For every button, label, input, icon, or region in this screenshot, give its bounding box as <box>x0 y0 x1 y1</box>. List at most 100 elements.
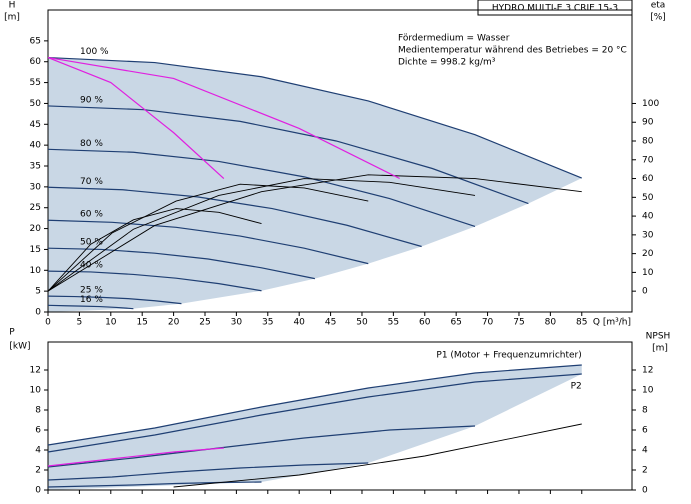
curve <box>47 425 476 468</box>
chart-title: HYDRO MULTI-E 3 CRIE 15-3 <box>492 4 618 14</box>
y-tick-label: 0 <box>35 486 41 496</box>
title-box <box>477 0 633 16</box>
curve <box>47 270 262 292</box>
y2-tick-label: 100 <box>642 99 659 109</box>
x-tick-label: 85 <box>576 318 587 328</box>
x-tick-label: 75 <box>513 318 524 328</box>
x-tick-label: 0 <box>45 318 51 328</box>
y-label: P <box>9 328 15 338</box>
y2-tick-label: 80 <box>642 137 654 147</box>
y-tick-label: 15 <box>30 245 41 255</box>
y2-unit: [m] <box>652 344 668 354</box>
y2-tick-label: 20 <box>642 249 654 259</box>
annotation: Dichte = 998.2 kg/m³ <box>398 58 496 68</box>
x-tick-label: 70 <box>482 318 494 328</box>
y-tick-label: 55 <box>30 78 41 88</box>
curve <box>47 208 262 292</box>
y-tick-label: 20 <box>30 224 42 234</box>
curve <box>47 186 422 248</box>
y2-tick-label: 4 <box>642 446 648 456</box>
y-tick-label: 0 <box>35 308 41 318</box>
curve-label: 90 % <box>80 95 103 105</box>
curve <box>47 178 476 292</box>
y2-tick-label: 0 <box>642 287 648 297</box>
y2-tick-label: 50 <box>642 193 654 203</box>
y2-tick-label: 90 <box>642 118 654 128</box>
curve <box>173 423 582 488</box>
plot-frame <box>47 341 633 491</box>
y2-tick-label: 10 <box>642 268 654 278</box>
x-tick-label: 80 <box>545 318 557 328</box>
y2-label: NPSH <box>646 332 671 342</box>
curve <box>47 462 369 481</box>
curve-label: P2 <box>571 382 582 392</box>
x-tick-label: 30 <box>231 318 243 328</box>
curve-label: 16 % <box>80 295 103 305</box>
x-tick-label: 25 <box>199 318 210 328</box>
y-label: H <box>9 1 16 11</box>
y-tick-label: 65 <box>30 36 41 46</box>
x-tick-label: 55 <box>388 318 399 328</box>
curve-label: 60 % <box>80 210 103 220</box>
y-tick-label: 25 <box>30 203 41 213</box>
curve-label: 40 % <box>80 261 103 271</box>
x-tick-label: 10 <box>105 318 117 328</box>
curve <box>47 295 182 305</box>
x-tick-label: 65 <box>450 318 461 328</box>
y2-tick-label: 2 <box>642 466 648 476</box>
y-tick-label: 40 <box>30 141 42 151</box>
x-tick-label: 60 <box>419 318 431 328</box>
y-tick-label: 4 <box>35 446 41 456</box>
curve-label: 100 % <box>80 47 109 57</box>
y2-label: eta <box>651 1 666 11</box>
y2-tick-label: 8 <box>642 406 648 416</box>
curve <box>47 56 582 179</box>
curve <box>47 105 529 205</box>
curve <box>47 174 582 292</box>
curve <box>47 304 134 310</box>
x-tick-label: 35 <box>262 318 273 328</box>
y-tick-label: 60 <box>30 57 42 67</box>
curve <box>47 447 224 467</box>
curve <box>47 148 476 228</box>
operating-area <box>48 365 582 490</box>
curve-label: 70 % <box>80 177 103 187</box>
y-tick-label: 6 <box>35 426 41 436</box>
y2-tick-label: 30 <box>642 230 654 240</box>
y-unit: [kW] <box>9 342 30 352</box>
x-tick-label: 15 <box>136 318 147 328</box>
curve <box>47 364 582 446</box>
y2-tick-label: 12 <box>642 366 653 376</box>
annotation: Fördermedium = Wasser <box>398 34 510 44</box>
y2-tick-label: 0 <box>642 486 648 496</box>
y2-tick-label: 10 <box>642 386 654 396</box>
y-tick-label: 12 <box>30 366 41 376</box>
curve <box>47 247 316 280</box>
x-tick-label: 20 <box>168 318 180 328</box>
y2-tick-label: 40 <box>642 212 654 222</box>
y-tick-label: 45 <box>30 120 41 130</box>
x-label: Q [m³/h] <box>593 318 631 328</box>
y-tick-label: 30 <box>30 182 42 192</box>
y2-tick-label: 6 <box>642 426 648 436</box>
y-tick-label: 10 <box>30 386 42 396</box>
y-tick-label: 35 <box>30 162 41 172</box>
curve <box>47 56 225 179</box>
y-tick-label: 10 <box>30 266 42 276</box>
plot-frame <box>47 9 633 313</box>
curve-label: 25 % <box>80 286 103 296</box>
curve <box>47 56 400 180</box>
x-tick-label: 5 <box>77 318 83 328</box>
x-tick-label: 45 <box>325 318 336 328</box>
curve-label: 80 % <box>80 139 103 149</box>
curve-label: P1 (Motor + Frequenzumrichter) <box>436 351 581 361</box>
y-tick-label: 2 <box>35 466 41 476</box>
x-tick-label: 40 <box>293 318 305 328</box>
y2-tick-label: 70 <box>642 155 654 165</box>
y2-unit: [%] <box>650 13 666 23</box>
x-tick-label: 50 <box>356 318 368 328</box>
curve <box>47 373 582 453</box>
y2-tick-label: 60 <box>642 174 654 184</box>
y-tick-label: 50 <box>30 99 42 109</box>
